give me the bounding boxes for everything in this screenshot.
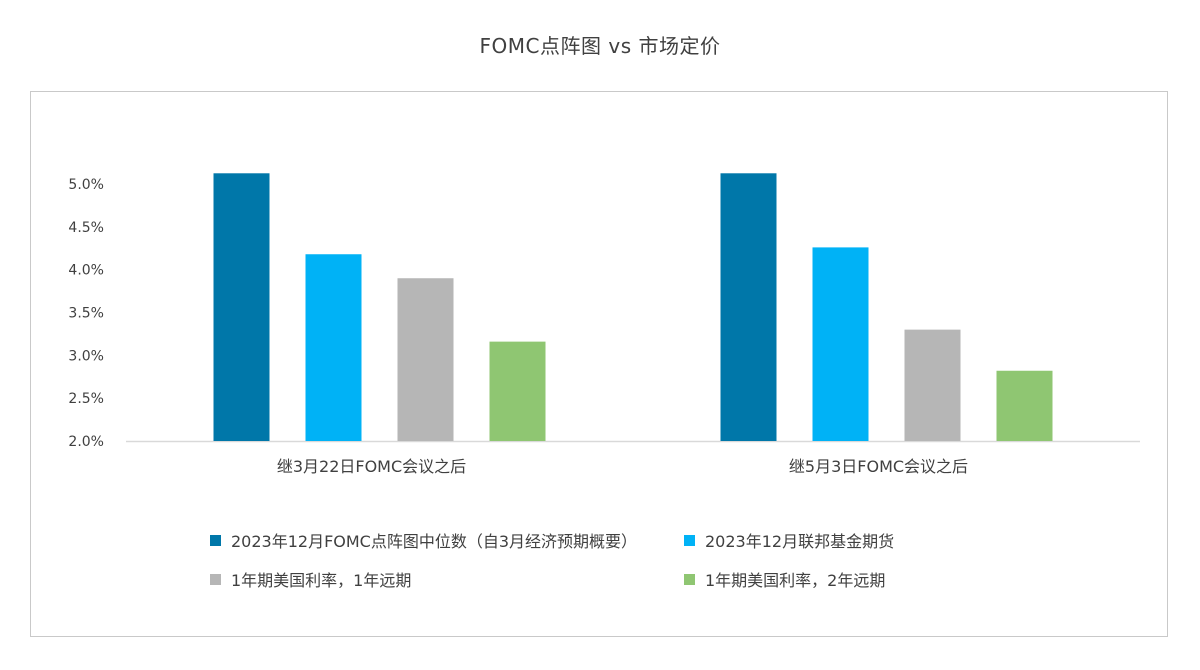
bar bbox=[904, 329, 961, 441]
legend-swatch-fed-funds-futures bbox=[684, 534, 695, 546]
bar bbox=[213, 173, 270, 441]
y-tick-label: 3.0% bbox=[68, 348, 104, 364]
x-category-label: 继3月22日FOMC会议之后 bbox=[277, 457, 466, 476]
y-tick-label: 3.5% bbox=[68, 306, 104, 322]
legend-swatch-2y-forward bbox=[684, 573, 695, 585]
bar bbox=[305, 254, 362, 441]
legend-item-fed-funds-futures: 2023年12月联邦基金期货 bbox=[684, 528, 894, 552]
legend-label-1y-forward: 1年期美国利率，1年远期 bbox=[231, 571, 412, 590]
chart-title: FOMC点阵图 vs 市场定价 bbox=[479, 34, 721, 58]
bar bbox=[812, 247, 869, 441]
y-tick-label: 5.0% bbox=[68, 177, 104, 193]
y-tick-label: 4.0% bbox=[68, 263, 104, 279]
legend-swatch-dot-plot bbox=[210, 534, 221, 546]
bar bbox=[397, 278, 454, 441]
y-tick-label: 4.5% bbox=[68, 220, 104, 236]
legend-label-dot-plot: 2023年12月FOMC点阵图中位数（自3月经济预期概要） bbox=[231, 532, 638, 551]
legend-label-fed-funds-futures: 2023年12月联邦基金期货 bbox=[705, 532, 895, 551]
y-tick-label: 2.5% bbox=[68, 391, 104, 407]
legend-item-2y-forward: 1年期美国利率，2年远期 bbox=[684, 567, 885, 591]
chart-frame bbox=[30, 91, 1168, 637]
bar bbox=[996, 370, 1053, 441]
bar bbox=[489, 341, 546, 441]
legend-swatch-1y-forward bbox=[210, 573, 221, 585]
bar bbox=[720, 173, 777, 441]
y-tick-label: 2.0% bbox=[68, 434, 104, 450]
legend-item-1y-forward: 1年期美国利率，1年远期 bbox=[210, 567, 411, 591]
legend-label-2y-forward: 1年期美国利率，2年远期 bbox=[705, 571, 886, 590]
legend-item-dot-plot: 2023年12月FOMC点阵图中位数（自3月经济预期概要） bbox=[210, 528, 637, 552]
x-category-label: 继5月3日FOMC会议之后 bbox=[789, 457, 968, 476]
